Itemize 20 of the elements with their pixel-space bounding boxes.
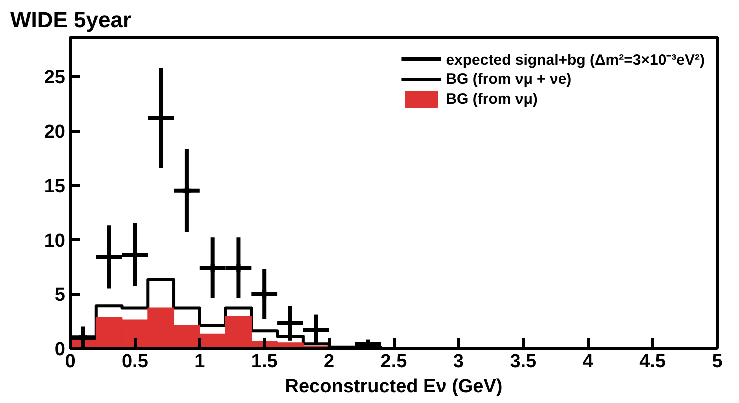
x-tick-label: 1.5 xyxy=(251,352,278,372)
legend-label: BG (from νμ) xyxy=(446,90,538,108)
legend-label: expected signal+bg (Δm²=3×10⁻³eV²) xyxy=(446,51,705,69)
x-tick-label: 3.5 xyxy=(510,352,538,372)
x-tick-label: 1 xyxy=(194,352,206,372)
y-tick-label: 20 xyxy=(44,122,66,144)
x-tick-label: 0.5 xyxy=(122,352,149,372)
y-tick-label: 15 xyxy=(44,176,66,198)
y-tick-label: 10 xyxy=(44,230,66,252)
x-tick-label: 4 xyxy=(582,352,594,372)
x-tick-label: 3 xyxy=(453,352,464,372)
x-tick-label: 5 xyxy=(712,352,724,372)
x-tick-label: 2 xyxy=(324,352,335,372)
chart-title: WIDE 5year xyxy=(10,8,132,32)
y-tick-label: 25 xyxy=(44,68,66,89)
x-tick-label: 4.5 xyxy=(640,352,666,372)
legend-label: BG (from νμ + νe) xyxy=(446,70,572,88)
x-axis-title: Reconstructed Eν (GeV) xyxy=(285,376,503,398)
y-tick-label: 5 xyxy=(54,285,66,306)
x-tick-label: 2.5 xyxy=(380,352,408,372)
